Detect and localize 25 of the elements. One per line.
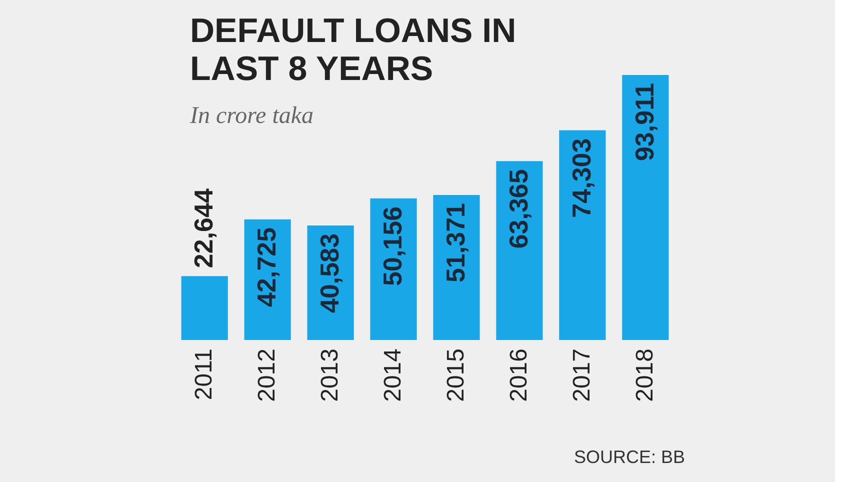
x-tick-label: 2016: [505, 348, 532, 402]
data-label: 50,156: [378, 206, 408, 286]
data-label: 51,371: [440, 203, 470, 283]
text: In crore taka: [189, 103, 314, 129]
bar: [559, 130, 606, 340]
x-tick-label: 2014: [380, 348, 407, 402]
bar: [622, 74, 669, 340]
data-label: 63,365: [503, 169, 534, 249]
x-tick-label: 2013: [316, 348, 344, 402]
x-tick-label: 2012: [254, 348, 281, 402]
x-tick-label: 2011: [190, 348, 218, 400]
text: DEFAULT LOANS IN: [190, 12, 516, 50]
x-tick-label: 2018: [631, 348, 658, 402]
bar: [433, 195, 480, 340]
data-label: 42,725: [252, 227, 282, 307]
data-label: 22,644: [188, 188, 219, 268]
data-label: 40,583: [314, 233, 345, 313]
x-tick-label: 2015: [442, 348, 470, 402]
source-note: SOURCE: BB: [574, 447, 685, 467]
bar: [496, 161, 543, 340]
data-label: 93,911: [629, 82, 660, 162]
x-tick-label: 2017: [568, 348, 596, 402]
text: LAST 8 YEARS: [190, 50, 434, 88]
data-label: 74,303: [566, 138, 596, 218]
bar: [181, 276, 228, 340]
